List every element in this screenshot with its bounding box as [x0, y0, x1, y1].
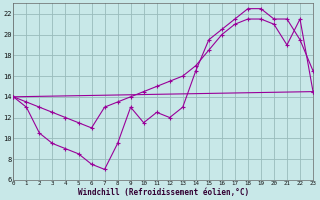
X-axis label: Windchill (Refroidissement éolien,°C): Windchill (Refroidissement éolien,°C)	[78, 188, 249, 197]
